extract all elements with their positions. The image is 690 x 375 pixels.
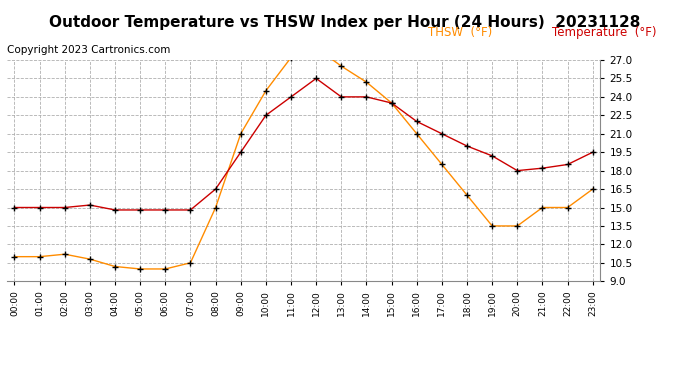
Temperature  (°F) [589, 150, 597, 154]
Temperature  (°F) [337, 94, 346, 99]
Temperature  (°F) [136, 208, 144, 212]
Temperature  (°F) [211, 187, 219, 191]
Temperature  (°F) [538, 166, 546, 170]
THSW  (°F) [362, 80, 371, 84]
Text: THSW  (°F): THSW (°F) [428, 26, 492, 39]
THSW  (°F) [388, 101, 396, 105]
Temperature  (°F) [513, 168, 522, 173]
THSW  (°F) [35, 254, 43, 259]
Temperature  (°F) [186, 208, 195, 212]
Temperature  (°F) [10, 205, 19, 210]
THSW  (°F) [513, 224, 522, 228]
Temperature  (°F) [388, 101, 396, 105]
Text: Outdoor Temperature vs THSW Index per Hour (24 Hours)  20231128: Outdoor Temperature vs THSW Index per Ho… [49, 15, 641, 30]
Temperature  (°F) [35, 205, 43, 210]
THSW  (°F) [237, 132, 245, 136]
Text: Temperature  (°F): Temperature (°F) [552, 26, 656, 39]
Temperature  (°F) [86, 203, 94, 207]
THSW  (°F) [337, 64, 346, 68]
THSW  (°F) [10, 254, 19, 259]
Temperature  (°F) [262, 113, 270, 118]
Temperature  (°F) [111, 208, 119, 212]
THSW  (°F) [589, 187, 597, 191]
Text: Copyright 2023 Cartronics.com: Copyright 2023 Cartronics.com [7, 45, 170, 55]
THSW  (°F) [161, 267, 170, 271]
Temperature  (°F) [237, 150, 245, 154]
Temperature  (°F) [287, 94, 295, 99]
THSW  (°F) [538, 205, 546, 210]
THSW  (°F) [136, 267, 144, 271]
THSW  (°F) [312, 45, 320, 50]
Temperature  (°F) [564, 162, 572, 167]
Temperature  (°F) [312, 76, 320, 81]
THSW  (°F) [564, 205, 572, 210]
Temperature  (°F) [413, 119, 421, 124]
Temperature  (°F) [437, 132, 446, 136]
Temperature  (°F) [362, 94, 371, 99]
THSW  (°F) [211, 205, 219, 210]
Line: Temperature  (°F): Temperature (°F) [12, 76, 595, 213]
Temperature  (°F) [161, 208, 170, 212]
THSW  (°F) [61, 252, 69, 257]
THSW  (°F) [111, 264, 119, 269]
THSW  (°F) [463, 193, 471, 198]
THSW  (°F) [488, 224, 496, 228]
THSW  (°F) [186, 261, 195, 265]
Temperature  (°F) [463, 144, 471, 148]
Temperature  (°F) [488, 154, 496, 158]
THSW  (°F) [413, 132, 421, 136]
Temperature  (°F) [61, 205, 69, 210]
THSW  (°F) [437, 162, 446, 167]
Line: THSW  (°F): THSW (°F) [12, 45, 595, 272]
THSW  (°F) [86, 257, 94, 261]
THSW  (°F) [287, 55, 295, 60]
THSW  (°F) [262, 88, 270, 93]
